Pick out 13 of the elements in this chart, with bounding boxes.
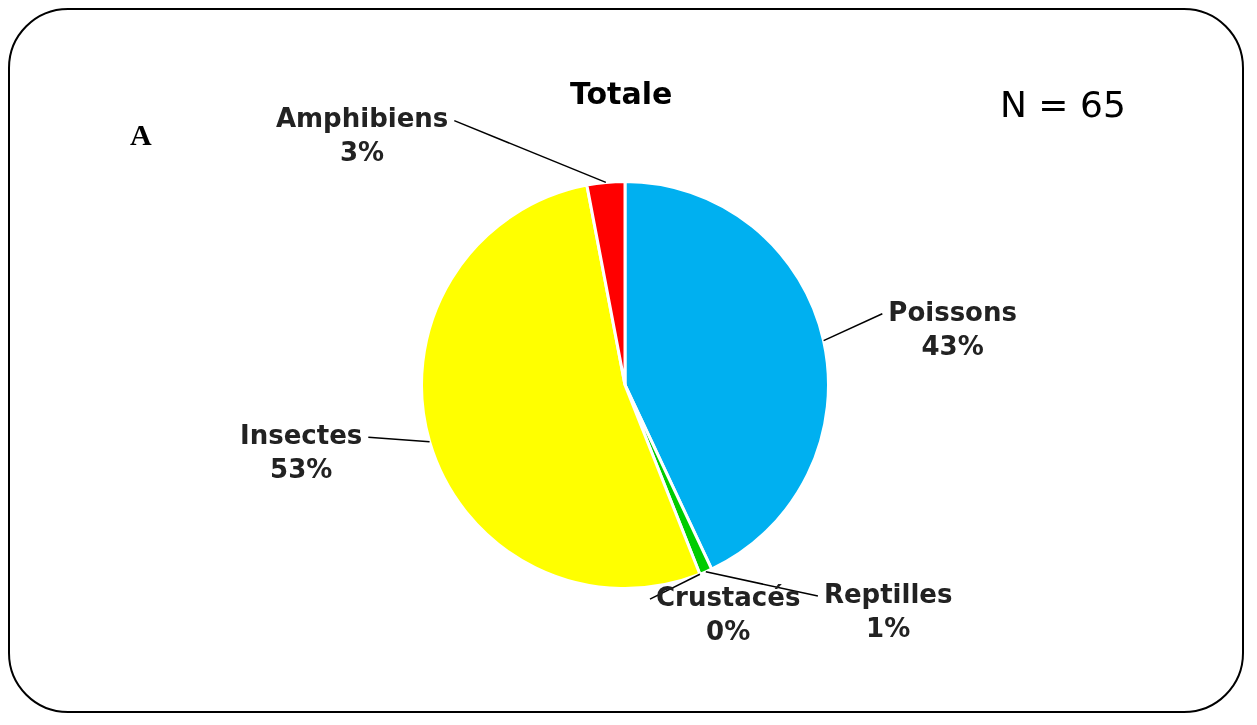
text: 0% [706, 615, 751, 646]
slice-label: Poissons [888, 296, 1017, 327]
chart-title: Totale [570, 76, 673, 111]
category-label: Crustacés [655, 581, 801, 612]
data-label: 43% [921, 330, 984, 361]
slice-label: Amphibiens [275, 103, 449, 134]
slice-label: Insectes [240, 420, 363, 451]
text: N = 65 [1000, 84, 1126, 125]
data-label: 3% [340, 137, 385, 168]
data-label: 53% [270, 454, 333, 485]
text: A [130, 118, 152, 152]
slice-label: Reptilles [823, 578, 953, 609]
data-label: 1% [866, 612, 911, 643]
